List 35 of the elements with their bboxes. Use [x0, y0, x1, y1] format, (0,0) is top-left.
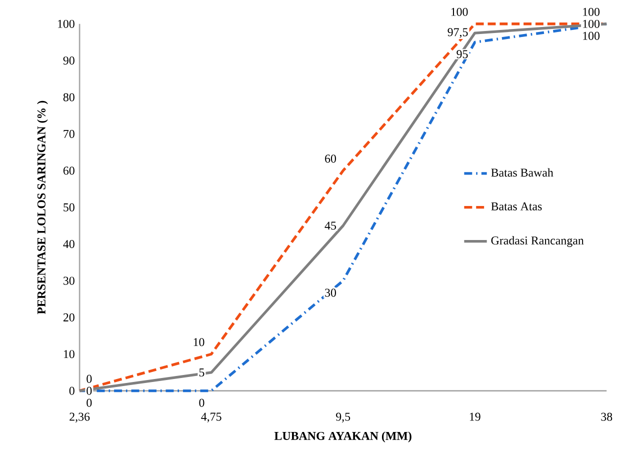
y-tick-label: 60	[63, 166, 74, 174]
y-tick-label: 80	[63, 93, 74, 102]
data-label: 0	[86, 374, 92, 383]
data-label: 97,5	[448, 28, 468, 38]
y-tick-label: 20	[63, 313, 74, 322]
data-label: 5	[199, 368, 204, 376]
y-tick-label: 40	[63, 240, 74, 248]
x-tick-label: 4,75	[201, 412, 222, 422]
y-tick-label: 100	[58, 20, 74, 28]
x-tick-label: 38	[601, 412, 612, 421]
data-label: 10	[194, 338, 204, 346]
x-tick-label: 2,36	[70, 412, 90, 422]
data-label: 100	[583, 8, 600, 16]
y-tick-label: 70	[64, 130, 74, 138]
y-tick-label: 50	[64, 203, 74, 212]
data-label: 0	[86, 398, 92, 407]
legend-label: Gradasi Rancangan	[491, 236, 584, 247]
data-label: 0	[86, 386, 92, 395]
y-tick-label: 30	[64, 276, 74, 285]
x-tick-label: 9,5	[336, 412, 350, 422]
data-label: 30	[325, 288, 336, 297]
data-label: 100	[451, 8, 468, 16]
legend-label: Batas Bawah	[491, 168, 554, 176]
data-label: 95	[456, 50, 468, 58]
x-axis-title: LUBANG AYAKAN (MM)	[274, 431, 412, 442]
legend-label: Batas Atas	[491, 202, 542, 210]
data-label: 60	[325, 154, 336, 162]
y-axis-title: PERSENTASE LOLOS SARINGAN (% )	[37, 100, 48, 314]
data-label: 45	[324, 221, 336, 230]
y-tick-label: 90	[63, 56, 74, 64]
data-label: 100	[583, 32, 600, 40]
y-tick-label: 10	[64, 350, 74, 358]
data-label: 0	[199, 398, 204, 407]
x-tick-label: 19	[470, 412, 480, 421]
y-tick-label: 0	[69, 386, 74, 395]
